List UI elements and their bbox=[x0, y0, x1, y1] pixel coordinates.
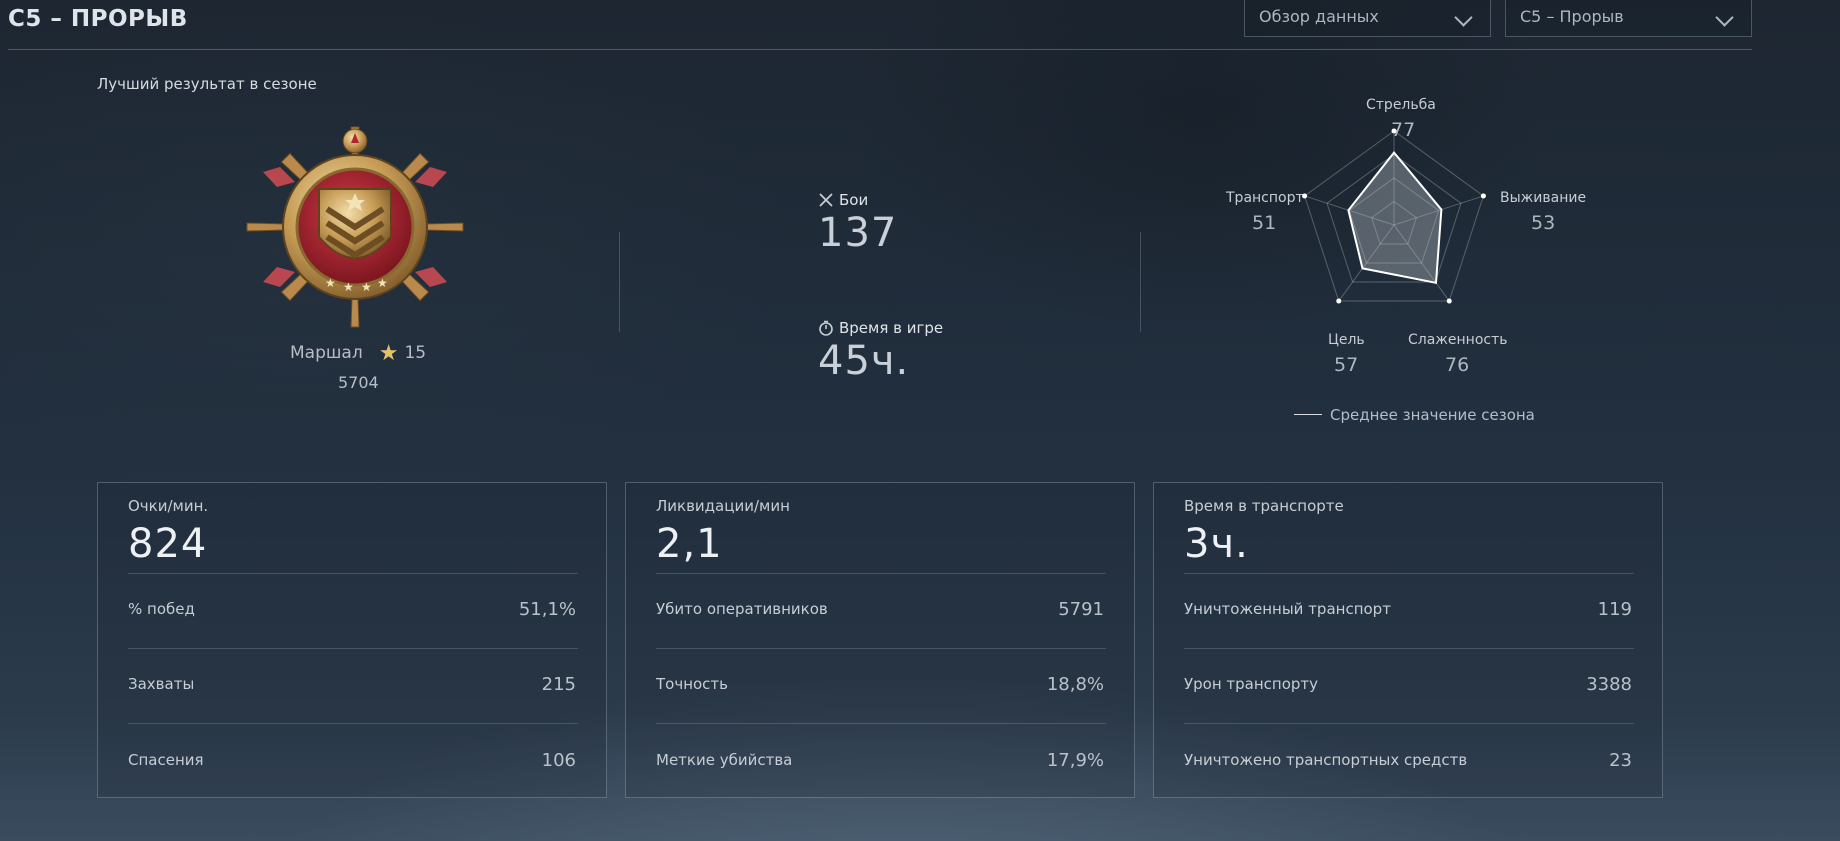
battles-label: Бои bbox=[818, 191, 868, 209]
page-title: C5 – ПРОРЫВ bbox=[8, 6, 188, 32]
rank-level: 15 bbox=[404, 343, 427, 363]
row-value: 17,9% bbox=[1046, 750, 1104, 771]
panel-score-per-min: Очки/мин. 824 % побед 51,1% Захваты 215 … bbox=[97, 482, 607, 798]
divider bbox=[1140, 232, 1141, 332]
rank-medal-icon: ★ ★ ★ ★ bbox=[246, 126, 464, 328]
panel-vehicle-time: Время в транспорте 3ч. Уничтоженный тран… bbox=[1153, 482, 1663, 798]
row-value: 119 bbox=[1597, 599, 1632, 620]
radar-value-survival: 53 bbox=[1531, 212, 1556, 234]
radar-value-vehicle: 51 bbox=[1252, 212, 1277, 234]
battles-value: 137 bbox=[818, 210, 898, 256]
radar-grid-ring bbox=[1304, 130, 1484, 302]
playtime-value: 45ч. bbox=[818, 338, 910, 384]
radar-value-shooting: 77 bbox=[1391, 119, 1416, 141]
radar-label-shooting: Стрельба bbox=[1366, 97, 1436, 113]
radar-label-survival: Выживание bbox=[1500, 190, 1587, 206]
battles-label-text: Бои bbox=[839, 191, 869, 209]
divider bbox=[656, 573, 1106, 574]
stopwatch-icon bbox=[819, 320, 833, 336]
row-value: 18,8% bbox=[1046, 674, 1104, 695]
row-value: 23 bbox=[1609, 750, 1632, 771]
row-label: Меткие убийства bbox=[656, 751, 793, 769]
panel-value: 2,1 bbox=[656, 521, 723, 567]
panel-title: Время в транспорте bbox=[1184, 497, 1344, 515]
radar-value-objective: 57 bbox=[1334, 354, 1359, 376]
radar-grid-spoke bbox=[1338, 224, 1395, 302]
row-value: 215 bbox=[541, 674, 576, 695]
row-label: Спасения bbox=[128, 751, 204, 769]
svg-text:★: ★ bbox=[361, 280, 372, 294]
divider bbox=[656, 723, 1106, 724]
row-value: 106 bbox=[541, 750, 576, 771]
rank-name: Маршал bbox=[290, 343, 363, 363]
divider bbox=[1184, 723, 1634, 724]
radar-axis-point bbox=[1302, 193, 1308, 199]
divider bbox=[128, 573, 578, 574]
panel-title: Ликвидации/мин bbox=[656, 497, 790, 515]
radar-axis-point bbox=[1391, 128, 1397, 134]
radar-value-teamwork: 76 bbox=[1445, 354, 1470, 376]
radar-grid-spoke bbox=[1393, 195, 1484, 226]
panel-title: Очки/мин. bbox=[128, 497, 209, 515]
row-value: 3388 bbox=[1586, 674, 1632, 695]
svg-text:★: ★ bbox=[377, 276, 388, 290]
divider bbox=[619, 232, 620, 332]
radar-value-shape bbox=[1347, 151, 1443, 284]
row-label: Уничтожено транспортных средств bbox=[1184, 751, 1468, 769]
radar-grid-ring bbox=[1371, 200, 1417, 245]
row-label: Точность bbox=[656, 675, 729, 693]
best-result-label: Лучший результат в сезоне bbox=[97, 75, 317, 93]
panel-value: 3ч. bbox=[1184, 521, 1249, 567]
divider bbox=[1184, 648, 1634, 649]
row-label: % побед bbox=[128, 600, 195, 618]
row-label: Убито оперативников bbox=[656, 600, 828, 618]
crossed-swords-icon bbox=[819, 193, 833, 207]
svg-text:★: ★ bbox=[343, 280, 354, 294]
divider bbox=[128, 648, 578, 649]
row-value: 51,1% bbox=[518, 599, 576, 620]
radar-points bbox=[1302, 128, 1486, 304]
view-dropdown[interactable]: Обзор данных bbox=[1244, 0, 1491, 37]
top-bar: C5 – ПРОРЫВ bbox=[8, 0, 1752, 50]
chevron-down-icon bbox=[1715, 8, 1734, 27]
row-label: Урон транспорту bbox=[1184, 675, 1319, 693]
radar-axis-point bbox=[1480, 193, 1486, 199]
divider bbox=[128, 723, 578, 724]
divider bbox=[656, 648, 1106, 649]
legend-text: Среднее значение сезона bbox=[1330, 406, 1535, 424]
radar-grid-spoke bbox=[1393, 224, 1450, 302]
row-label: Захваты bbox=[128, 675, 195, 693]
season-dropdown-value: C5 – Прорыв bbox=[1520, 7, 1624, 26]
view-dropdown-value: Обзор данных bbox=[1259, 7, 1379, 26]
radar-grid-ring bbox=[1348, 177, 1440, 264]
radar-label-vehicle: Транспорт bbox=[1226, 190, 1304, 206]
panel-kills-per-min: Ликвидации/мин 2,1 Убито оперативников 5… bbox=[625, 482, 1135, 798]
season-dropdown[interactable]: C5 – Прорыв bbox=[1505, 0, 1752, 37]
star-icon: ★ bbox=[378, 341, 399, 366]
radar-grid-ring bbox=[1326, 153, 1462, 283]
divider bbox=[1184, 573, 1634, 574]
performance-radar-chart bbox=[1302, 128, 1486, 304]
chevron-down-icon bbox=[1454, 8, 1473, 27]
radar-label-teamwork: Слаженность bbox=[1408, 332, 1508, 348]
radar-legend: Среднее значение сезона bbox=[1294, 406, 1535, 424]
svg-text:★: ★ bbox=[325, 276, 336, 290]
playtime-label: Время в игре bbox=[818, 319, 943, 337]
playtime-label-text: Время в игре bbox=[839, 319, 944, 337]
panel-value: 824 bbox=[128, 521, 208, 567]
rank-score: 5704 bbox=[338, 373, 379, 392]
rank-info: Маршал ★ 15 bbox=[290, 341, 426, 366]
radar-label-objective: Цель bbox=[1328, 332, 1365, 348]
radar-axis-point bbox=[1446, 298, 1452, 304]
row-value: 5791 bbox=[1058, 599, 1104, 620]
radar-axis-point bbox=[1336, 298, 1342, 304]
legend-line-icon bbox=[1294, 414, 1322, 415]
row-label: Уничтоженный транспорт bbox=[1184, 600, 1391, 618]
